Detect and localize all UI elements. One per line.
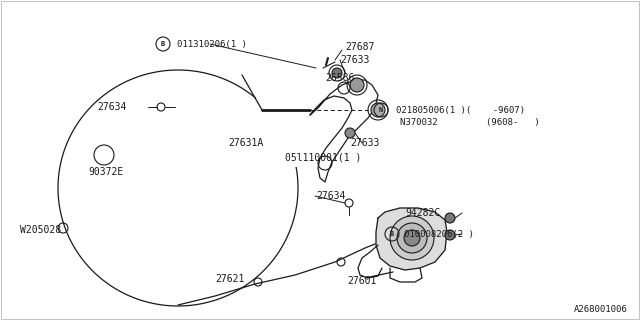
Text: 94282C: 94282C — [405, 208, 440, 218]
Text: 27621: 27621 — [215, 274, 244, 284]
Text: 010008206(2 ): 010008206(2 ) — [404, 229, 474, 238]
Circle shape — [445, 213, 455, 223]
Circle shape — [397, 223, 427, 253]
Text: 90372E: 90372E — [88, 167, 124, 177]
Text: W205028: W205028 — [20, 225, 61, 235]
Text: 27687: 27687 — [345, 42, 374, 52]
Circle shape — [404, 230, 420, 246]
Text: A268001006: A268001006 — [574, 305, 628, 314]
Text: 021805006(1 )(    -9607): 021805006(1 )( -9607) — [396, 106, 525, 115]
Circle shape — [345, 128, 355, 138]
Text: N370032         (9608-   ): N370032 (9608- ) — [400, 117, 540, 126]
Text: 27631A: 27631A — [228, 138, 263, 148]
Text: 27633: 27633 — [340, 55, 369, 65]
Text: 27633: 27633 — [350, 138, 380, 148]
Circle shape — [390, 216, 434, 260]
Text: B: B — [161, 41, 165, 47]
Text: N: N — [379, 107, 383, 113]
Text: 27634: 27634 — [97, 102, 126, 112]
Polygon shape — [376, 208, 447, 270]
Text: 26586: 26586 — [325, 73, 355, 83]
Circle shape — [371, 103, 385, 117]
Circle shape — [350, 78, 364, 92]
Text: 011310206(1 ): 011310206(1 ) — [177, 39, 247, 49]
Circle shape — [445, 230, 455, 240]
Text: B: B — [390, 231, 394, 237]
Circle shape — [332, 68, 342, 78]
Text: 27634: 27634 — [316, 191, 346, 201]
Text: 05l110001(1 ): 05l110001(1 ) — [285, 153, 362, 163]
Text: 27601: 27601 — [347, 276, 376, 286]
